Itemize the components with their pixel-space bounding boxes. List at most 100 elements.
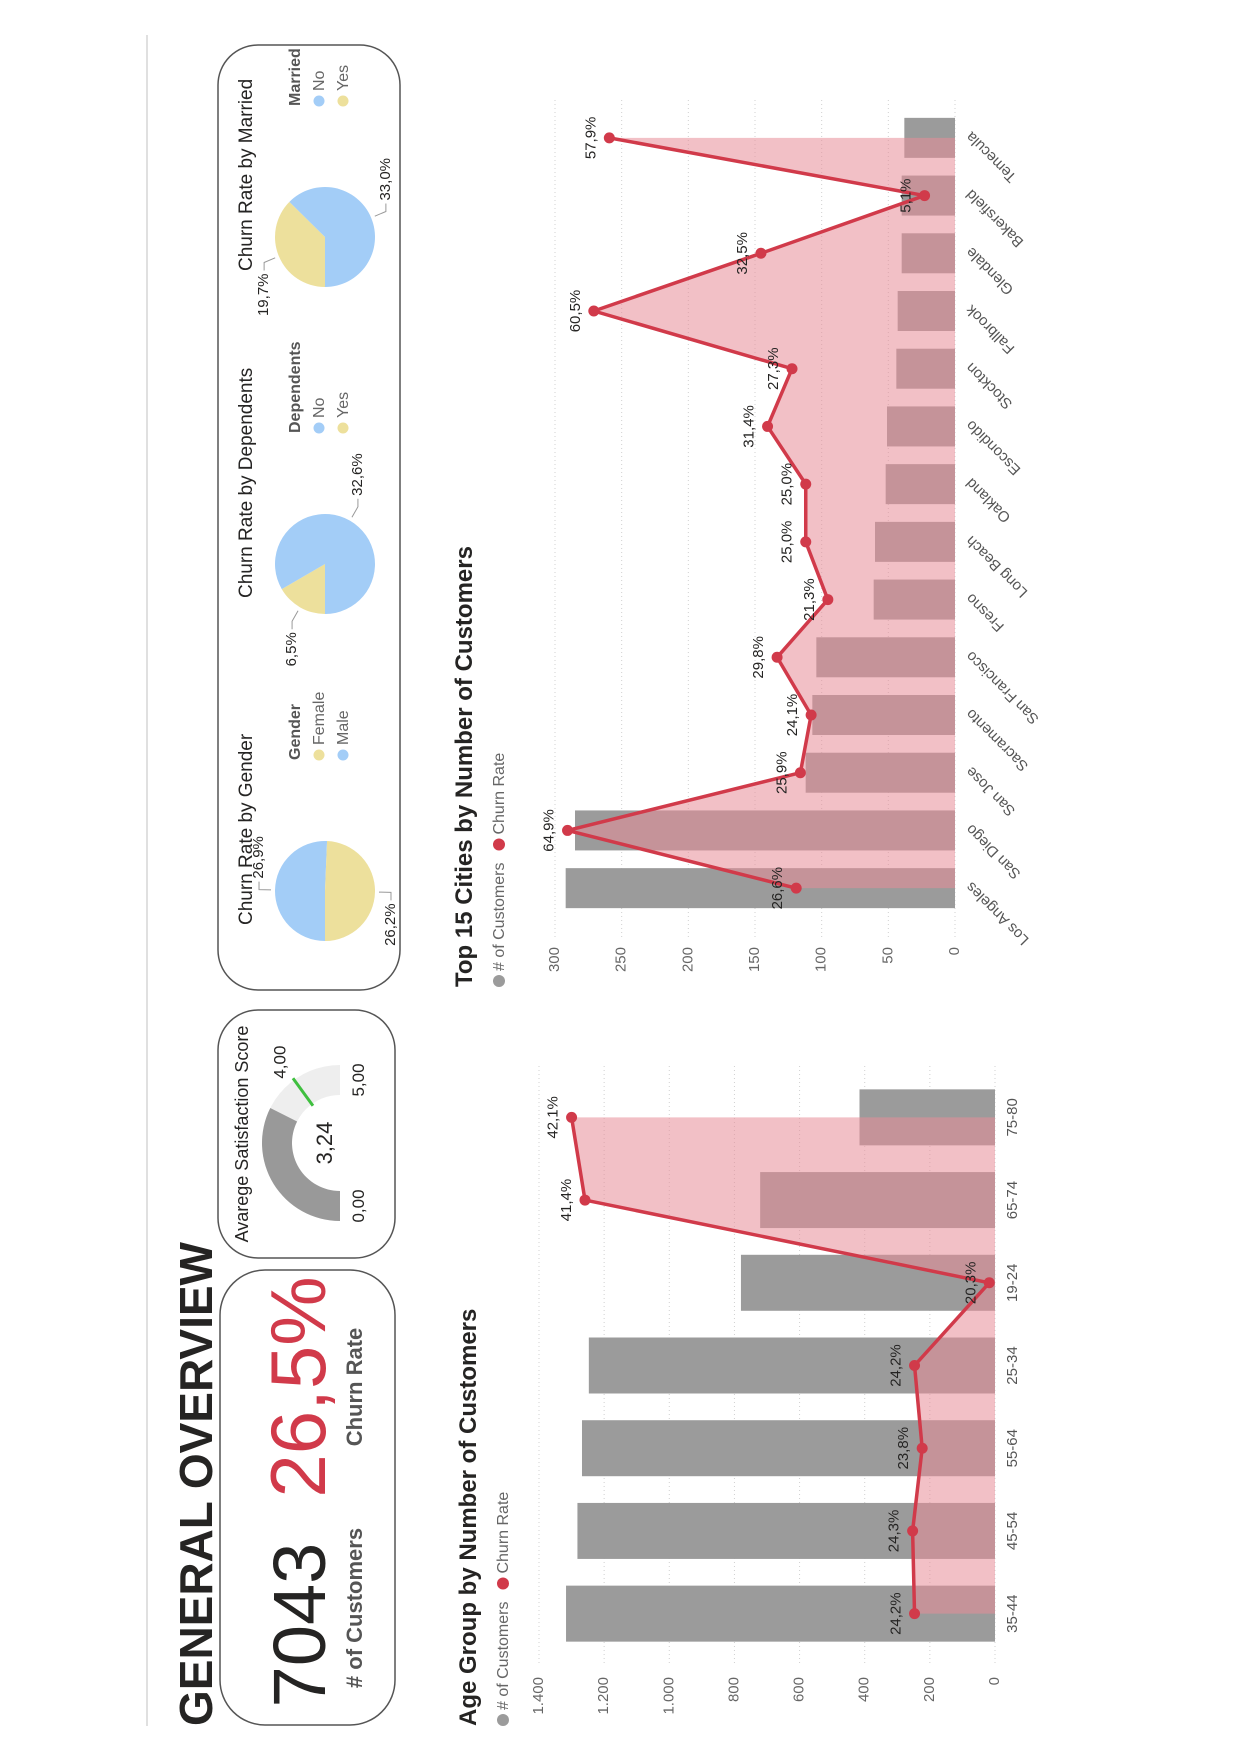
line-point bbox=[579, 1194, 591, 1206]
x-tick-label: Stockton bbox=[963, 359, 1016, 412]
x-tick-label: Temecula bbox=[962, 128, 1020, 186]
data-label: 25,0% bbox=[779, 463, 796, 506]
pie-slice bbox=[325, 841, 375, 941]
data-label: 32,5% bbox=[734, 232, 751, 275]
x-tick-label: 75-80 bbox=[1004, 1098, 1021, 1136]
x-tick-label: Fresno bbox=[963, 590, 1008, 635]
pie-data-label: 32,6% bbox=[349, 453, 366, 496]
x-tick-label: 25-34 bbox=[1004, 1346, 1021, 1384]
x-tick-label: San Jose bbox=[963, 763, 1019, 819]
x-tick-label: Bakersfield bbox=[963, 186, 1027, 250]
data-label: 41,4% bbox=[558, 1179, 575, 1222]
y-tick-label: 1.000 bbox=[660, 1677, 677, 1715]
y-tick-label: 1.200 bbox=[595, 1677, 612, 1715]
line bbox=[565, 136, 927, 890]
pie-data-label: 19,7% bbox=[255, 273, 272, 316]
kpi-label: Churn Rate bbox=[342, 1328, 367, 1447]
line-point bbox=[907, 1525, 919, 1537]
data-label: 31,4% bbox=[741, 405, 758, 448]
line-point bbox=[603, 132, 615, 144]
data-label: 24,2% bbox=[888, 1344, 905, 1387]
line-point bbox=[805, 709, 817, 721]
line-point bbox=[566, 1111, 578, 1123]
x-tick-label: Escondido bbox=[963, 417, 1025, 479]
x-tick-label: 35-44 bbox=[1004, 1594, 1021, 1632]
bar bbox=[581, 1420, 995, 1477]
data-label: 57,9% bbox=[582, 117, 599, 160]
pie-leader bbox=[374, 203, 387, 217]
y-tick-label: 150 bbox=[746, 947, 763, 972]
gauge-value bbox=[261, 1108, 340, 1221]
data-label: 26,6% bbox=[769, 867, 786, 910]
data-label: 23,8% bbox=[895, 1427, 912, 1470]
legend-label: Female bbox=[311, 692, 328, 745]
line-point bbox=[786, 363, 798, 375]
pie-slice bbox=[281, 564, 325, 614]
y-tick-label: 0 bbox=[946, 947, 963, 955]
y-tick-label: 200 bbox=[921, 1677, 938, 1702]
data-label: 25,0% bbox=[779, 521, 796, 564]
pie-data-label: 33,0% bbox=[377, 158, 394, 201]
x-tick-label: Long Beach bbox=[963, 532, 1032, 601]
legend-label: Churn Rate bbox=[491, 753, 508, 835]
legend-swatch bbox=[337, 749, 349, 761]
data-label: 24,3% bbox=[886, 1510, 903, 1553]
legend-swatch bbox=[313, 749, 325, 761]
line-point bbox=[771, 651, 783, 663]
legend-swatch bbox=[493, 838, 505, 851]
legend-label: # of Customers bbox=[495, 1602, 512, 1710]
data-label: 20,3% bbox=[962, 1262, 979, 1305]
line-point bbox=[983, 1277, 995, 1289]
legend-swatch bbox=[337, 95, 349, 107]
kpi-label: # of Customers bbox=[342, 1528, 367, 1688]
legend-swatch bbox=[497, 1577, 509, 1590]
gauge-value-label: 3,24 bbox=[312, 1122, 337, 1165]
legend-swatch bbox=[493, 975, 505, 987]
legend-swatch bbox=[497, 1714, 509, 1726]
legend-label: No bbox=[311, 70, 328, 91]
line-point bbox=[800, 478, 812, 490]
line-point bbox=[755, 247, 767, 259]
y-tick-label: 400 bbox=[856, 1677, 873, 1702]
y-tick-label: 1.400 bbox=[530, 1677, 547, 1715]
legend-swatch bbox=[313, 422, 325, 434]
area bbox=[567, 137, 955, 889]
x-tick-label: San Diego bbox=[963, 821, 1025, 883]
x-tick-label: Oakland bbox=[963, 475, 1015, 527]
pie-leader bbox=[258, 881, 272, 891]
data-label: 60,5% bbox=[567, 290, 584, 333]
pie-slice bbox=[275, 201, 325, 287]
pie-title: Churn Rate by Gender bbox=[236, 733, 257, 925]
line-point bbox=[916, 1442, 928, 1454]
line-point bbox=[909, 1608, 921, 1620]
legend-label: # of Customers bbox=[491, 863, 508, 971]
gauge-card bbox=[217, 1009, 396, 1259]
chart-title: Age Group by Number of Customers bbox=[455, 1309, 482, 1726]
line-point bbox=[909, 1360, 921, 1371]
x-tick-label: Fallbrook bbox=[962, 301, 1018, 357]
pie-data-label: 26,9% bbox=[250, 836, 267, 879]
line-point bbox=[562, 824, 574, 836]
y-tick-label: 200 bbox=[679, 947, 696, 972]
legend-label: No bbox=[311, 397, 328, 418]
y-tick-label: 800 bbox=[725, 1677, 742, 1702]
gauge-range-label: 5,00 bbox=[349, 1063, 368, 1096]
legend-title: Married bbox=[287, 48, 304, 106]
line-point bbox=[790, 882, 802, 894]
pie-slice bbox=[275, 841, 328, 941]
kpi-value: 7043 bbox=[258, 1543, 341, 1708]
line-point bbox=[588, 305, 600, 317]
legend-title: Dependents bbox=[287, 341, 304, 433]
bar bbox=[588, 1337, 995, 1394]
pie-data-label: 6,5% bbox=[283, 632, 300, 666]
y-tick-label: 0 bbox=[986, 1677, 1003, 1685]
bar bbox=[566, 1585, 996, 1642]
data-label: 64,9% bbox=[541, 809, 558, 852]
line-point bbox=[822, 594, 834, 606]
bar bbox=[577, 1502, 995, 1559]
data-label: 21,3% bbox=[801, 578, 818, 621]
x-tick-label: 55-64 bbox=[1004, 1429, 1021, 1467]
data-label: 42,1% bbox=[545, 1096, 562, 1139]
